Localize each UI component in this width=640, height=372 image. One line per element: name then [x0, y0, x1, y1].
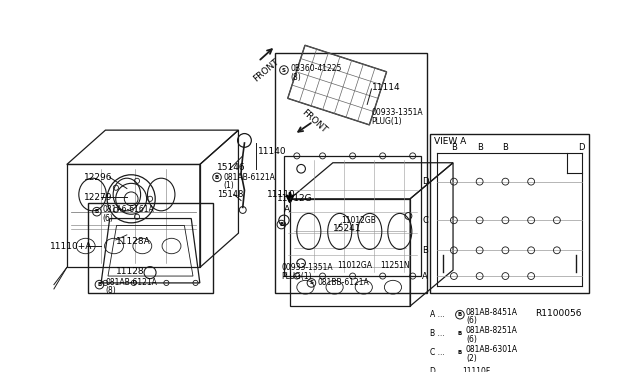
Text: (6): (6): [103, 214, 114, 223]
Text: 081AB-6121A: 081AB-6121A: [106, 278, 157, 286]
Text: C: C: [422, 216, 428, 225]
Text: 12279: 12279: [84, 193, 113, 202]
Text: 11128A: 11128A: [116, 237, 150, 246]
Text: 11110: 11110: [267, 190, 296, 199]
Text: 12296: 12296: [84, 173, 113, 182]
Text: 11012G: 11012G: [277, 194, 313, 203]
Text: (2): (2): [466, 354, 477, 363]
Text: 11110+A: 11110+A: [50, 241, 92, 250]
Text: (6): (6): [466, 335, 477, 344]
Text: B: B: [97, 282, 102, 287]
Text: 081AB-8251A: 081AB-8251A: [466, 327, 518, 336]
Text: B: B: [477, 143, 483, 152]
Text: 11140: 11140: [258, 147, 287, 156]
Text: (1): (1): [224, 182, 235, 190]
Text: 15241: 15241: [333, 224, 362, 233]
Text: 11128: 11128: [116, 267, 145, 276]
Text: 081AB-6121A: 081AB-6121A: [224, 173, 276, 182]
Text: B: B: [422, 246, 428, 255]
Text: D: D: [579, 143, 585, 152]
Text: 15146: 15146: [217, 163, 246, 171]
Text: FRONT: FRONT: [252, 57, 280, 83]
Text: 11110F: 11110F: [463, 367, 491, 372]
Text: A ...: A ...: [430, 310, 445, 319]
Text: D ...: D ...: [430, 367, 445, 372]
Text: B: B: [279, 222, 284, 227]
Text: 081AB-8451A: 081AB-8451A: [466, 308, 518, 317]
Text: PLUG(1): PLUG(1): [282, 272, 312, 280]
Text: B: B: [215, 175, 219, 180]
Text: 11012GA: 11012GA: [337, 261, 372, 270]
Text: B: B: [458, 331, 462, 336]
Text: 11251N: 11251N: [380, 261, 410, 270]
Text: B: B: [502, 143, 508, 152]
Text: B: B: [458, 350, 462, 355]
Text: S: S: [309, 280, 314, 285]
Text: B: B: [458, 312, 462, 317]
Text: FRONT: FRONT: [300, 108, 328, 135]
Text: 11114: 11114: [371, 83, 400, 92]
Bar: [88, 203, 212, 293]
Text: VIEW A: VIEW A: [434, 137, 467, 146]
Text: (6): (6): [466, 316, 477, 325]
Text: B: B: [451, 143, 457, 152]
Text: D: D: [422, 177, 428, 186]
Text: (8): (8): [106, 286, 116, 295]
Text: 0B360-41225: 0B360-41225: [291, 64, 342, 73]
Text: 15148: 15148: [217, 190, 243, 199]
Text: R1100056: R1100056: [535, 309, 582, 318]
Text: A: A: [422, 272, 428, 280]
Text: 081AB-6301A: 081AB-6301A: [466, 345, 518, 355]
Text: A: A: [284, 205, 290, 215]
Text: 081A6-6161A: 081A6-6161A: [103, 205, 155, 214]
Text: S: S: [282, 68, 286, 73]
Text: (8): (8): [291, 73, 301, 82]
Text: C ...: C ...: [430, 348, 445, 357]
Text: 00933-1351A: 00933-1351A: [371, 109, 423, 118]
Text: 11012GB: 11012GB: [342, 216, 376, 225]
Text: B: B: [95, 209, 99, 214]
Bar: [430, 134, 589, 293]
Text: PLUG(1): PLUG(1): [371, 117, 402, 126]
Text: B ...: B ...: [430, 329, 445, 338]
Text: 00933-1351A: 00933-1351A: [282, 263, 333, 272]
Bar: [275, 53, 428, 293]
Text: 081BB-6121A: 081BB-6121A: [317, 278, 369, 288]
